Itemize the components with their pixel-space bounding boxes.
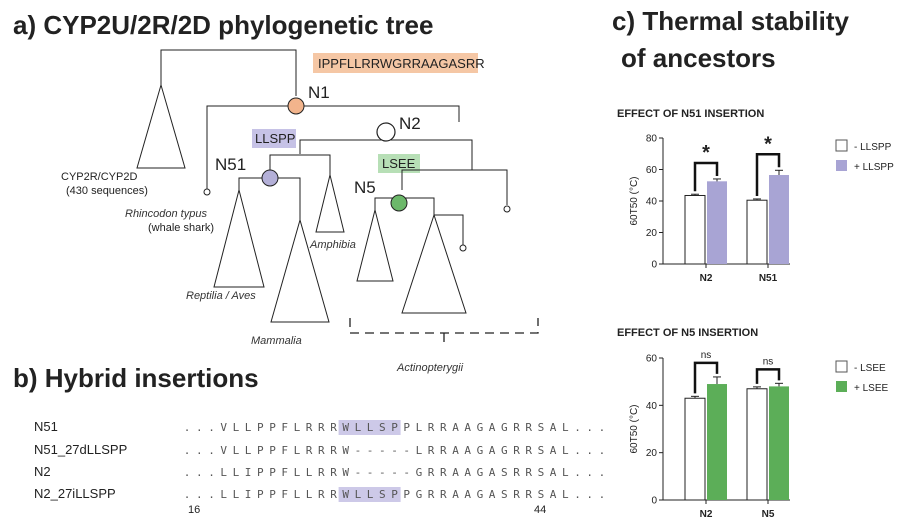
bar [707,384,727,500]
clade-actinopterygii-label: Actinopterygii [396,362,464,374]
significance-label: ns [701,350,712,361]
significance-label: ns [763,356,774,367]
leaf-fish-2 [459,244,467,252]
significance-bracket [693,161,719,192]
y-tick-label: 40 [646,401,658,412]
chart-title: EFFECT OF N51 INSERTION [617,108,764,120]
y-tick-label: 20 [646,228,658,239]
legend-label: - LSEE [854,363,886,374]
significance-bracket [755,368,781,384]
insertion-n5-label: LSEE [382,156,416,171]
y-axis-label: 60T50 (°C) [629,404,640,453]
clade-amphibia-label: Amphibia [309,239,356,251]
y-tick-label: 40 [646,197,658,208]
chart-n51-insertion: EFFECT OF N51 INSERTION 0 20 40 60 80 60T50 (°… [617,108,894,284]
bar [769,386,789,500]
panel-c-title-line2: of ancestors [621,43,776,73]
y-tick-label: 60 [646,165,658,176]
node-n2-label: N2 [399,114,421,133]
alignment-highlight [338,487,401,502]
actinopterygii-bracket [349,318,539,344]
clade-amphibia [315,174,345,233]
bar [769,175,789,264]
significance-label: * [702,142,710,164]
clade-fish-b [401,213,467,314]
insertion-n51-box [252,129,296,148]
clade-shark-line2: (whale shark) [148,222,214,234]
alignment-highlight [338,420,401,435]
bar [707,181,727,264]
position-start: 16 [188,504,200,516]
leaf-shark [203,188,211,196]
node-n51 [261,169,279,187]
chart-n5-insertion: EFFECT OF N5 INSERTION 0 20 40 60 60T50 (°C) N… [617,327,889,517]
clade-triangles [136,83,467,323]
node-n5-label: N5 [354,178,376,197]
node-n5 [390,194,408,212]
legend-label: + LLSPP [854,162,894,173]
clade-reptilia-label: Reptilia / Aves [186,290,256,302]
panel-a-title: a) CYP2U/2R/2D phylogenetic tree [13,10,433,40]
y-tick-label: 0 [651,496,657,507]
legend-label: + LSEE [854,383,889,394]
alignment-row-name: N2 [34,464,51,479]
clade-cyp2r-cyp2d [136,83,186,169]
x-tick-label: N2 [700,509,713,517]
clade-mammalia-label: Mammalia [251,335,302,347]
clade-mammalia [270,218,330,323]
insertion-n51-label: LLSPP [255,131,295,146]
alignment-row-name: N2_27iLLSPP [34,486,116,501]
insertion-n1-label: IPPFLLRRWGRRAAGASRR [318,56,485,71]
x-tick-label: N2 [700,273,713,284]
significance-label: * [764,133,772,155]
y-tick-label: 80 [646,134,658,145]
alignment-row-name: N51 [34,419,58,434]
alignment: N51 ... V L L P P F L R R R W L L S P P L R R A A G A G R R S A L.. . N5… [34,419,605,502]
significance-bracket [693,361,719,394]
y-tick-label: 60 [646,354,658,365]
legend-swatch [835,360,848,373]
legend-swatch [836,381,847,392]
clade-reptilia-aves [213,189,265,288]
panel-c-title-line1: c) Thermal stability [612,6,849,36]
leaf-fish-1 [503,205,511,213]
x-tick-label: N51 [759,273,778,284]
bar [684,194,706,265]
y-tick-label: 20 [646,448,658,459]
node-n51-label: N51 [215,155,246,174]
position-end: 44 [534,504,546,516]
node-n1 [287,97,305,115]
legend-label: - LLSPP [854,142,892,153]
panel-b-title: b) Hybrid insertions [13,363,259,393]
clade-fish-a [356,209,394,282]
y-axis-label: 60T50 (°C) [629,176,640,225]
significance-bracket [755,153,781,196]
node-n2 [376,122,396,142]
bar [746,199,768,265]
legend-swatch [835,139,848,152]
bar [746,388,768,501]
legend-swatch [836,160,847,171]
clade-shark-line1: Rhincodon typus [125,208,207,220]
node-n1-label: N1 [308,83,330,102]
insertion-n1-box [313,53,478,73]
chart-title: EFFECT OF N5 INSERTION [617,327,758,339]
insertion-n5-box [378,154,420,173]
y-tick-label: 0 [651,260,657,271]
clade-cyp2r-line2: (430 sequences) [66,185,148,197]
x-tick-label: N5 [762,509,775,517]
clade-cyp2r-line1: CYP2R/CYP2D [61,171,137,183]
alignment-row-name: N51_27dLLSPP [34,442,127,457]
bar [684,397,706,501]
tree-branches [160,49,508,245]
